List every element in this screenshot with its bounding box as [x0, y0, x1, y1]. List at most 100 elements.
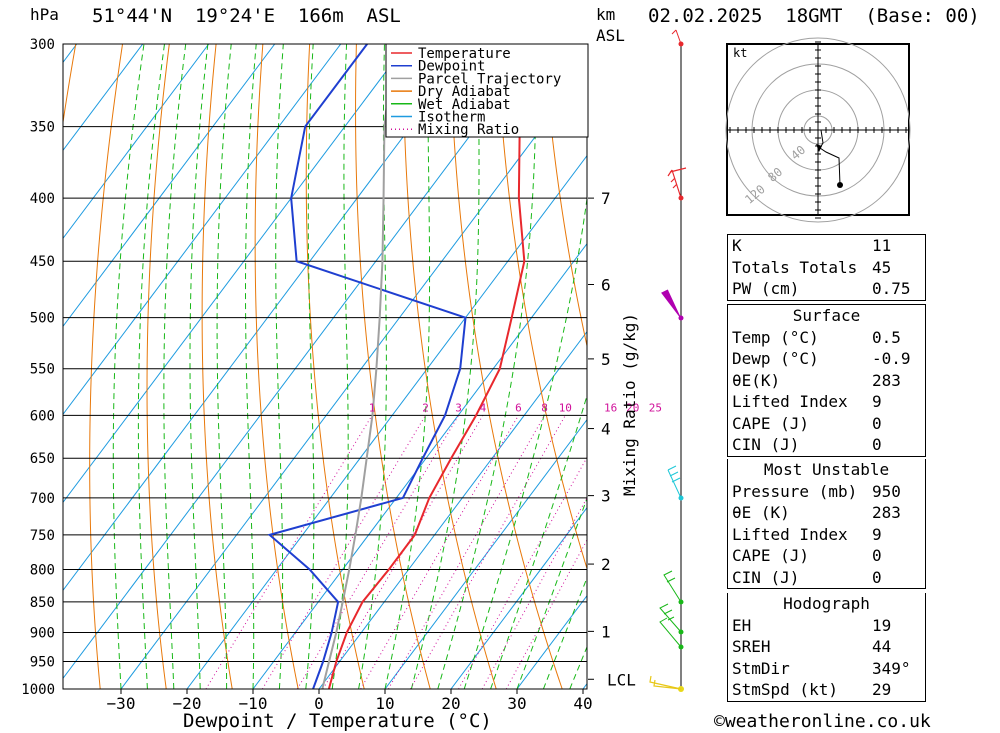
mu-li-label: Lifted Index — [732, 524, 848, 544]
totals-totals-label: Totals Totals — [732, 257, 858, 277]
isotherm-line — [384, 418, 587, 689]
pressure-tick-label: 750 — [30, 528, 55, 544]
km-tick-label: 2 — [601, 555, 611, 574]
parcel-trajectory-line — [321, 44, 395, 689]
isotherm-line — [450, 506, 587, 689]
plot-frame — [62, 43, 588, 690]
wet-adiabat-line — [216, 44, 232, 689]
k-index-label: K — [732, 236, 742, 255]
hodograph-table-title: Hodograph — [783, 594, 870, 613]
pw-label: PW (cm) — [732, 279, 800, 298]
legend-label-dewpoint: Dewpoint — [418, 59, 485, 75]
dry-adiabat-line — [964, 44, 1000, 689]
mixing-ratio-label: 20 — [626, 401, 639, 414]
dry-adiabat-line — [89, 44, 124, 689]
isotherm-line — [63, 44, 144, 152]
wet-adiabat-line — [275, 44, 284, 689]
mixing-ratio-label: 2 — [422, 401, 429, 414]
mu-pressure-value: 950 — [872, 481, 901, 501]
hodograph-endpoint — [837, 182, 843, 188]
wet-adiabat-line — [490, 393, 587, 689]
legend-label-parcel-trajectory: Parcel Trajectory — [418, 71, 561, 87]
wet-adiabat-line — [437, 44, 538, 689]
wet-adiabat-line — [137, 44, 165, 689]
mixing-ratio-label: 1 — [369, 401, 376, 414]
km-tick-label: 6 — [601, 276, 611, 295]
lcl-label: LCL — [607, 670, 636, 689]
surface-cape-value: 0 — [872, 413, 882, 433]
pressure-tick-label: 900 — [30, 626, 55, 642]
stmspd-value: 29 — [872, 680, 892, 699]
surface-cin-label: CIN (J) — [732, 435, 800, 454]
eh-label: EH — [732, 615, 752, 635]
datetime-title: 02.02.2025 18GMT (Base: 00) — [648, 5, 980, 27]
sreh-label: SREH — [732, 637, 771, 656]
storm-motion-marker — [816, 144, 822, 152]
most-unstable-title: Most Unstable — [763, 460, 890, 479]
wet-adiabat-line — [305, 44, 315, 689]
surface-dewp-value: -0.9 — [872, 349, 911, 368]
x-tick-label: 40 — [573, 694, 592, 713]
km-tick-label: 3 — [601, 487, 611, 506]
copyright-link[interactable]: ©weatheronline.co.uk — [714, 711, 931, 732]
wet-adiabat-line — [189, 44, 209, 689]
surface-temp-value: 0.5 — [872, 327, 901, 347]
wet-adiabat-line — [542, 576, 587, 689]
x-tick-label: 30 — [507, 694, 526, 713]
isotherm-line — [63, 44, 342, 416]
mixing-ratio-line — [261, 415, 426, 689]
most-unstable-table: Most Unstable Pressure (mb) 950 θE (K) 283… — [727, 459, 926, 589]
wet-adiabat-line — [163, 44, 187, 689]
surface-thetae-label: θE(K) — [732, 370, 781, 390]
pressure-tick-label: 300 — [30, 37, 55, 53]
surface-dewp-label: Dewp (°C) — [732, 349, 819, 368]
legend-label-wet-adiabat: Wet Adiabat — [418, 97, 511, 113]
indices-table: K 11 Totals Totals 45 PW (cm) 0.75 — [727, 234, 926, 301]
pressure-tick-label: 450 — [30, 254, 55, 270]
mixing-ratio-label: 8 — [541, 401, 548, 414]
dewpoint-line — [267, 44, 467, 689]
pressure-tick-label: 700 — [30, 491, 55, 507]
isotherm-line — [63, 44, 276, 328]
dry-adiabat-line — [355, 44, 431, 689]
temperature-line — [327, 44, 567, 689]
x-tick-label: 20 — [441, 694, 460, 713]
isotherm-line — [252, 242, 587, 689]
x-tick-label: 0 — [314, 694, 324, 713]
pressure-tick-label: 550 — [30, 362, 55, 378]
surface-li-label: Lifted Index — [732, 392, 848, 411]
mu-cin-value: 0 — [872, 567, 882, 587]
stmdir-label: StmDir — [732, 658, 790, 678]
wet-adiabat-line — [245, 44, 257, 689]
pressure-tick-label: 350 — [30, 120, 55, 136]
x-tick-label: −10 — [239, 694, 268, 713]
surface-li-value: 9 — [872, 392, 882, 411]
pw-value: 0.75 — [872, 279, 911, 298]
isotherm-line — [0, 44, 11, 689]
mixing-ratio-axis-label: Mixing Ratio (g/kg) — [620, 312, 639, 496]
stmdir-value: 349° — [872, 658, 911, 678]
pressure-tick-label: 850 — [30, 595, 55, 611]
isotherm-line — [63, 44, 210, 240]
mu-thetae-value: 283 — [872, 503, 901, 522]
mu-pressure-label: Pressure (mb) — [732, 481, 858, 501]
x-tick-label: −20 — [173, 694, 202, 713]
mixing-ratio-label: 6 — [515, 401, 522, 414]
isotherm-line — [63, 44, 540, 680]
isotherm-line — [318, 330, 587, 689]
km-tick-label: 1 — [601, 622, 611, 641]
mixing-ratio-label: 25 — [649, 401, 662, 414]
pressure-tick-label: 600 — [30, 408, 55, 424]
isotherm-line — [63, 44, 474, 592]
hodograph-table: Hodograph EH 19 SREH 44 StmDir 349° StmSpd … — [727, 593, 926, 702]
mixing-ratio-label: 3 — [455, 401, 462, 414]
hodograph: kt 40 80 120 — [725, 37, 911, 223]
dry-adiabat-line — [254, 44, 299, 689]
hodograph-unit-label: kt — [733, 46, 747, 60]
wet-adiabat-line — [516, 496, 587, 689]
hodograph-ring — [725, 37, 911, 223]
pressure-tick-label: 500 — [30, 311, 55, 327]
wind-barbs — [649, 29, 687, 692]
